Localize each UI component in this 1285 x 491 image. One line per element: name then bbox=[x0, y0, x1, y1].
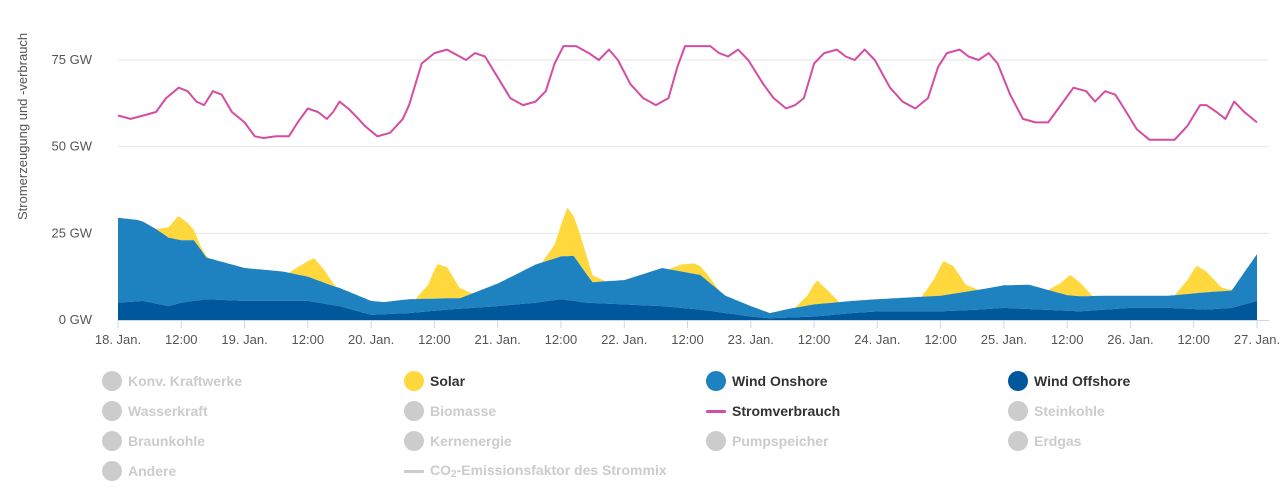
x-axis: 18. Jan. 12:00 19. Jan. 12:00 20. Jan. 12:00 2… bbox=[95, 320, 1280, 347]
legend-label: Braunkohle bbox=[128, 433, 206, 449]
series-area-wind-onshore bbox=[118, 217, 1257, 319]
y-tick-label: 0 GW bbox=[59, 312, 93, 327]
series-layer bbox=[117, 45, 1258, 320]
y-tick-label: 75 GW bbox=[52, 52, 93, 67]
x-tick-label: 26. Jan. bbox=[1107, 332, 1153, 347]
x-tick-label: 27. Jan. bbox=[1234, 332, 1280, 347]
y-tick-label: 25 GW bbox=[52, 225, 93, 240]
legend: Konv. Kraftwerke Solar Wind Onshore Wind… bbox=[0, 362, 1285, 487]
legend-label: Solar bbox=[430, 373, 466, 389]
x-tick-label: 12:00 bbox=[924, 332, 957, 347]
legend-label: Andere bbox=[128, 463, 177, 479]
x-tick-label: 19. Jan. bbox=[221, 332, 267, 347]
legend-item-solar[interactable]: Solar bbox=[404, 370, 465, 392]
co2-label-subscript: 2 bbox=[451, 469, 457, 480]
legend-item-wind-offshore[interactable]: Wind Offshore bbox=[1008, 370, 1130, 392]
y-axis-title: Stromerzeugung und -verbrauch bbox=[15, 33, 30, 220]
legend-item-braunkohle[interactable]: Braunkohle bbox=[102, 430, 205, 452]
x-tick-label: 12:00 bbox=[1051, 332, 1084, 347]
x-tick-label: 22. Jan. bbox=[601, 332, 647, 347]
x-tick-label: 12:00 bbox=[798, 332, 831, 347]
legend-circle-icon bbox=[404, 401, 424, 421]
x-tick-label: 12:00 bbox=[418, 332, 451, 347]
legend-label: Pumpspeicher bbox=[732, 433, 829, 449]
legend-circle-icon bbox=[102, 401, 122, 421]
co2-label-suffix: -Emissionsfaktor des Strommix bbox=[456, 462, 667, 478]
legend-item-erdgas[interactable]: Erdgas bbox=[1008, 430, 1081, 452]
x-tick-label: 20. Jan. bbox=[348, 332, 394, 347]
y-axis: 0 GW 25 GW 50 GW 75 GW bbox=[52, 52, 93, 327]
legend-label: CO2-Emissionsfaktor des Strommix bbox=[430, 462, 667, 480]
legend-label: Kernenergie bbox=[430, 433, 512, 449]
legend-item-steinkohle[interactable]: Steinkohle bbox=[1008, 400, 1105, 422]
legend-circle-icon bbox=[1008, 371, 1028, 391]
legend-item-co2-emissionsfaktor[interactable]: CO2-Emissionsfaktor des Strommix bbox=[404, 460, 667, 482]
legend-circle-icon bbox=[102, 371, 122, 391]
legend-item-andere[interactable]: Andere bbox=[102, 460, 176, 482]
legend-line-icon bbox=[404, 469, 424, 473]
legend-circle-icon bbox=[404, 371, 424, 391]
legend-item-pumpspeicher[interactable]: Pumpspeicher bbox=[706, 430, 828, 452]
legend-item-biomasse[interactable]: Biomasse bbox=[404, 400, 496, 422]
legend-label: Wind Offshore bbox=[1034, 373, 1131, 389]
legend-item-kernenergie[interactable]: Kernenergie bbox=[404, 430, 512, 452]
x-tick-label: 25. Jan. bbox=[981, 332, 1027, 347]
energy-chart: 18. Jan. 12:00 19. Jan. 12:00 20. Jan. 12:00 2… bbox=[15, 33, 1280, 347]
legend-label: Steinkohle bbox=[1034, 403, 1105, 419]
x-tick-label: 12:00 bbox=[1177, 332, 1210, 347]
grid-lines bbox=[118, 59, 1269, 234]
legend-circle-icon bbox=[102, 461, 122, 481]
x-tick-label: 18. Jan. bbox=[95, 332, 141, 347]
legend-item-wasserkraft[interactable]: Wasserkraft bbox=[102, 400, 208, 422]
x-tick-label: 21. Jan. bbox=[475, 332, 521, 347]
legend-label: Erdgas bbox=[1034, 433, 1082, 449]
x-tick-label: 23. Jan. bbox=[728, 332, 774, 347]
legend-label: Wind Onshore bbox=[732, 373, 828, 389]
y-tick-label: 50 GW bbox=[52, 139, 93, 154]
x-tick-label: 12:00 bbox=[292, 332, 325, 347]
x-tick-label: 12:00 bbox=[545, 332, 578, 347]
legend-label: Biomasse bbox=[430, 403, 497, 419]
x-tick-label: 12:00 bbox=[671, 332, 704, 347]
legend-circle-icon bbox=[404, 431, 424, 451]
legend-item-konv-kraftwerke[interactable]: Konv. Kraftwerke bbox=[102, 370, 242, 392]
legend-label: Konv. Kraftwerke bbox=[128, 373, 243, 389]
legend-circle-icon bbox=[1008, 401, 1028, 421]
x-tick-label: 12:00 bbox=[165, 332, 198, 347]
legend-label: Stromverbrauch bbox=[732, 403, 841, 419]
series-line-stromverbrauch bbox=[117, 45, 1258, 141]
co2-label-prefix: CO bbox=[430, 462, 451, 478]
legend-label: Wasserkraft bbox=[128, 403, 208, 419]
legend-line-icon bbox=[706, 409, 726, 413]
legend-circle-icon bbox=[1008, 431, 1028, 451]
x-tick-label: 24. Jan. bbox=[854, 332, 900, 347]
legend-item-wind-onshore[interactable]: Wind Onshore bbox=[706, 370, 828, 392]
legend-circle-icon bbox=[706, 431, 726, 451]
legend-circle-icon bbox=[706, 371, 726, 391]
legend-circle-icon bbox=[102, 431, 122, 451]
series-area-wind-offshore bbox=[118, 299, 1257, 320]
legend-item-stromverbrauch[interactable]: Stromverbrauch bbox=[706, 400, 840, 422]
